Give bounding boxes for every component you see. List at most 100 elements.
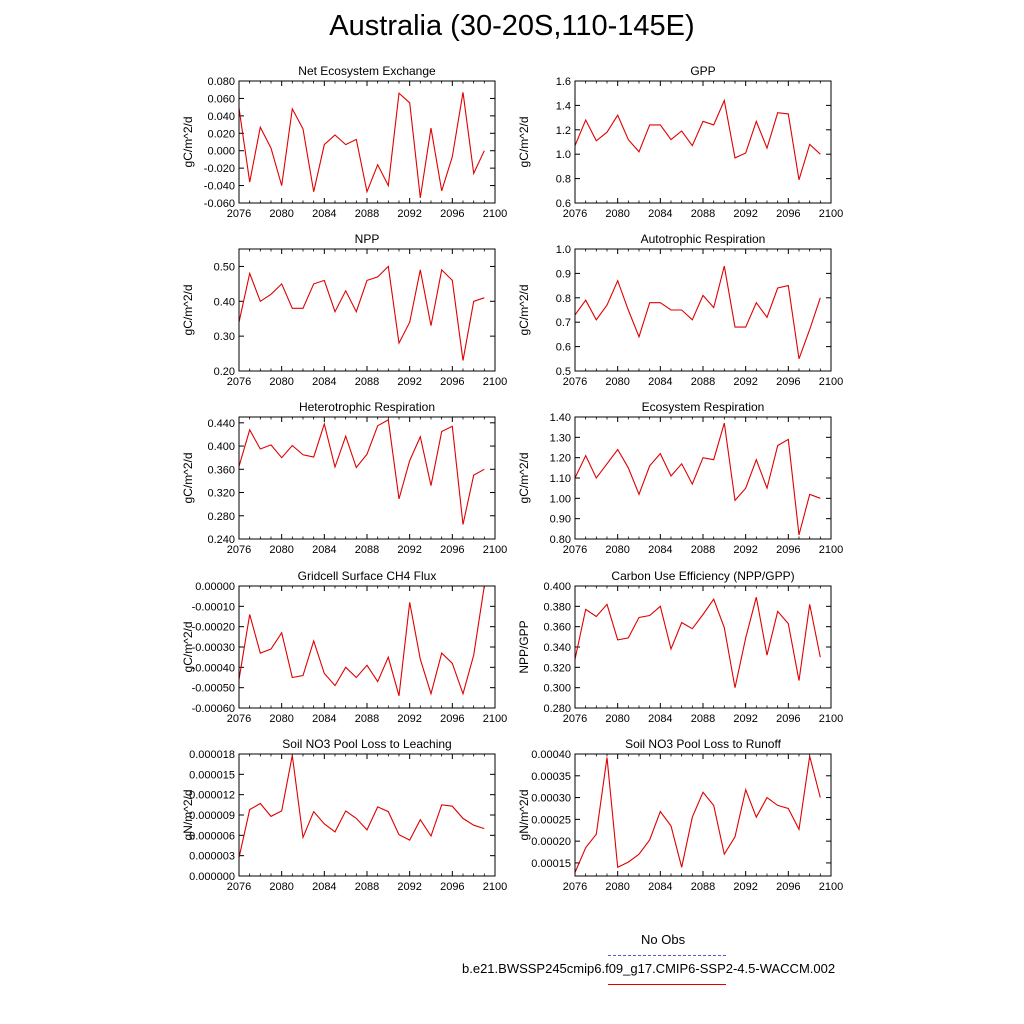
x-tick-label: 2088 (355, 713, 379, 725)
y-tick-label: 0.20 (214, 366, 235, 378)
x-tick-label: 2076 (227, 544, 251, 556)
y-tick-label: 1.0 (556, 149, 571, 161)
y-tick-label: 0.320 (207, 488, 235, 500)
y-tick-label: 1.00 (550, 493, 571, 505)
plot-frame (238, 753, 496, 877)
x-tick-label: 2092 (733, 208, 757, 220)
plot-frame (574, 585, 832, 709)
x-tick-label: 2092 (733, 376, 757, 388)
y-tick-label: 0.360 (543, 622, 571, 634)
x-tick-label: 2084 (648, 544, 672, 556)
x-tick-label: 2080 (269, 208, 293, 220)
y-tick-label: 0.000003 (189, 851, 235, 863)
chart-ylabel: gC/m^2/d (517, 117, 531, 168)
y-tick-label: 0.360 (207, 464, 235, 476)
x-tick-label: 2092 (733, 881, 757, 893)
y-tick-label: -0.060 (204, 198, 235, 210)
x-tick-label: 2100 (483, 544, 507, 556)
legend-obs-line (608, 955, 726, 956)
x-tick-label: 2096 (440, 208, 464, 220)
y-tick-label: 0.400 (543, 581, 571, 593)
x-tick-label: 2080 (269, 713, 293, 725)
y-tick-label: 1.6 (556, 76, 571, 88)
x-tick-label: 2080 (605, 713, 629, 725)
page-title: Australia (30-20S,110-145E) (329, 10, 695, 42)
y-tick-label: 0.8 (556, 293, 571, 305)
y-tick-label: 1.10 (550, 473, 571, 485)
y-tick-label: 0.000000 (189, 871, 235, 883)
series-line (239, 419, 485, 525)
y-tick-label: 0.000012 (189, 790, 235, 802)
y-tick-label: -0.00020 (192, 622, 235, 634)
chart-title: GPP (690, 64, 715, 78)
y-tick-label: 0.240 (207, 534, 235, 546)
x-tick-label: 2088 (691, 208, 715, 220)
y-tick-label: 1.4 (556, 100, 571, 112)
x-tick-label: 2088 (355, 544, 379, 556)
y-tick-label: -0.00010 (192, 601, 235, 613)
chart-title: Carbon Use Efficiency (NPP/GPP) (611, 569, 794, 583)
chart-title: Gridcell Surface CH4 Flux (298, 569, 437, 583)
chart-panel-4: Autotrophic Respiration gC/m^2/d 2076 2080 2… (517, 232, 843, 388)
x-tick-label: 2088 (355, 208, 379, 220)
x-tick-label: 2080 (269, 881, 293, 893)
x-tick-label: 2100 (483, 713, 507, 725)
x-tick-label: 2076 (227, 208, 251, 220)
x-tick-label: 2088 (691, 544, 715, 556)
y-tick-label: 0.50 (214, 261, 235, 273)
chart-ylabel: gN/m^2/d (517, 790, 531, 841)
chart-panel-7: Gridcell Surface CH4 Flux gC/m^2/d 2076 208… (181, 569, 507, 725)
y-tick-label: 1.0 (556, 244, 571, 256)
x-tick-label: 2088 (691, 713, 715, 725)
chart-title: Ecosystem Respiration (642, 400, 765, 414)
chart-panel-5: Heterotrophic Respiration gC/m^2/d 2076 208… (181, 400, 507, 556)
x-tick-label: 2084 (312, 713, 336, 725)
y-tick-label: 0.9 (556, 268, 571, 280)
series-line (575, 597, 821, 688)
series-line (575, 265, 821, 359)
x-tick-label: 2096 (776, 376, 800, 388)
y-tick-label: 1.20 (550, 453, 571, 465)
y-tick-label: 0.80 (550, 534, 571, 546)
y-tick-label: 0.400 (207, 441, 235, 453)
y-tick-label: 0.000018 (189, 749, 235, 761)
chart-ylabel: gC/m^2/d (181, 453, 195, 504)
x-tick-label: 2100 (483, 208, 507, 220)
series-line (239, 755, 485, 860)
y-tick-label: 0.380 (543, 601, 571, 613)
x-tick-label: 2080 (269, 376, 293, 388)
x-tick-label: 2080 (605, 881, 629, 893)
x-tick-label: 2084 (648, 713, 672, 725)
chart-title: Heterotrophic Respiration (299, 400, 435, 414)
y-tick-label: 1.40 (550, 412, 571, 424)
y-tick-label: 0.6 (556, 198, 571, 210)
y-tick-label: 1.2 (556, 125, 571, 137)
x-tick-label: 2096 (776, 881, 800, 893)
x-tick-label: 2092 (397, 881, 421, 893)
x-tick-label: 2096 (776, 208, 800, 220)
x-tick-label: 2100 (483, 376, 507, 388)
x-tick-label: 2096 (440, 881, 464, 893)
y-tick-label: 0.00015 (531, 858, 571, 870)
plot-frame (238, 416, 496, 540)
series-line (575, 98, 821, 180)
y-tick-label: 0.8 (556, 174, 571, 186)
x-tick-label: 2084 (312, 376, 336, 388)
y-tick-label: 0.320 (543, 662, 571, 674)
series-line (239, 586, 485, 696)
x-tick-label: 2096 (440, 544, 464, 556)
y-tick-label: 0.020 (207, 128, 235, 140)
x-tick-label: 2076 (227, 713, 251, 725)
chart-title: NPP (355, 232, 380, 246)
x-tick-label: 2096 (776, 544, 800, 556)
y-tick-label: 0.00040 (531, 749, 571, 761)
chart-panel-9: Soil NO3 Pool Loss to Leaching gN/m^2/d 20… (181, 737, 507, 893)
x-tick-label: 2088 (691, 881, 715, 893)
series-line (239, 265, 485, 361)
x-tick-label: 2092 (397, 544, 421, 556)
x-tick-label: 2084 (312, 881, 336, 893)
chart-title: Net Ecosystem Exchange (298, 64, 436, 78)
y-tick-label: 0.5 (556, 366, 571, 378)
x-tick-label: 2076 (563, 713, 587, 725)
x-tick-label: 2080 (605, 544, 629, 556)
